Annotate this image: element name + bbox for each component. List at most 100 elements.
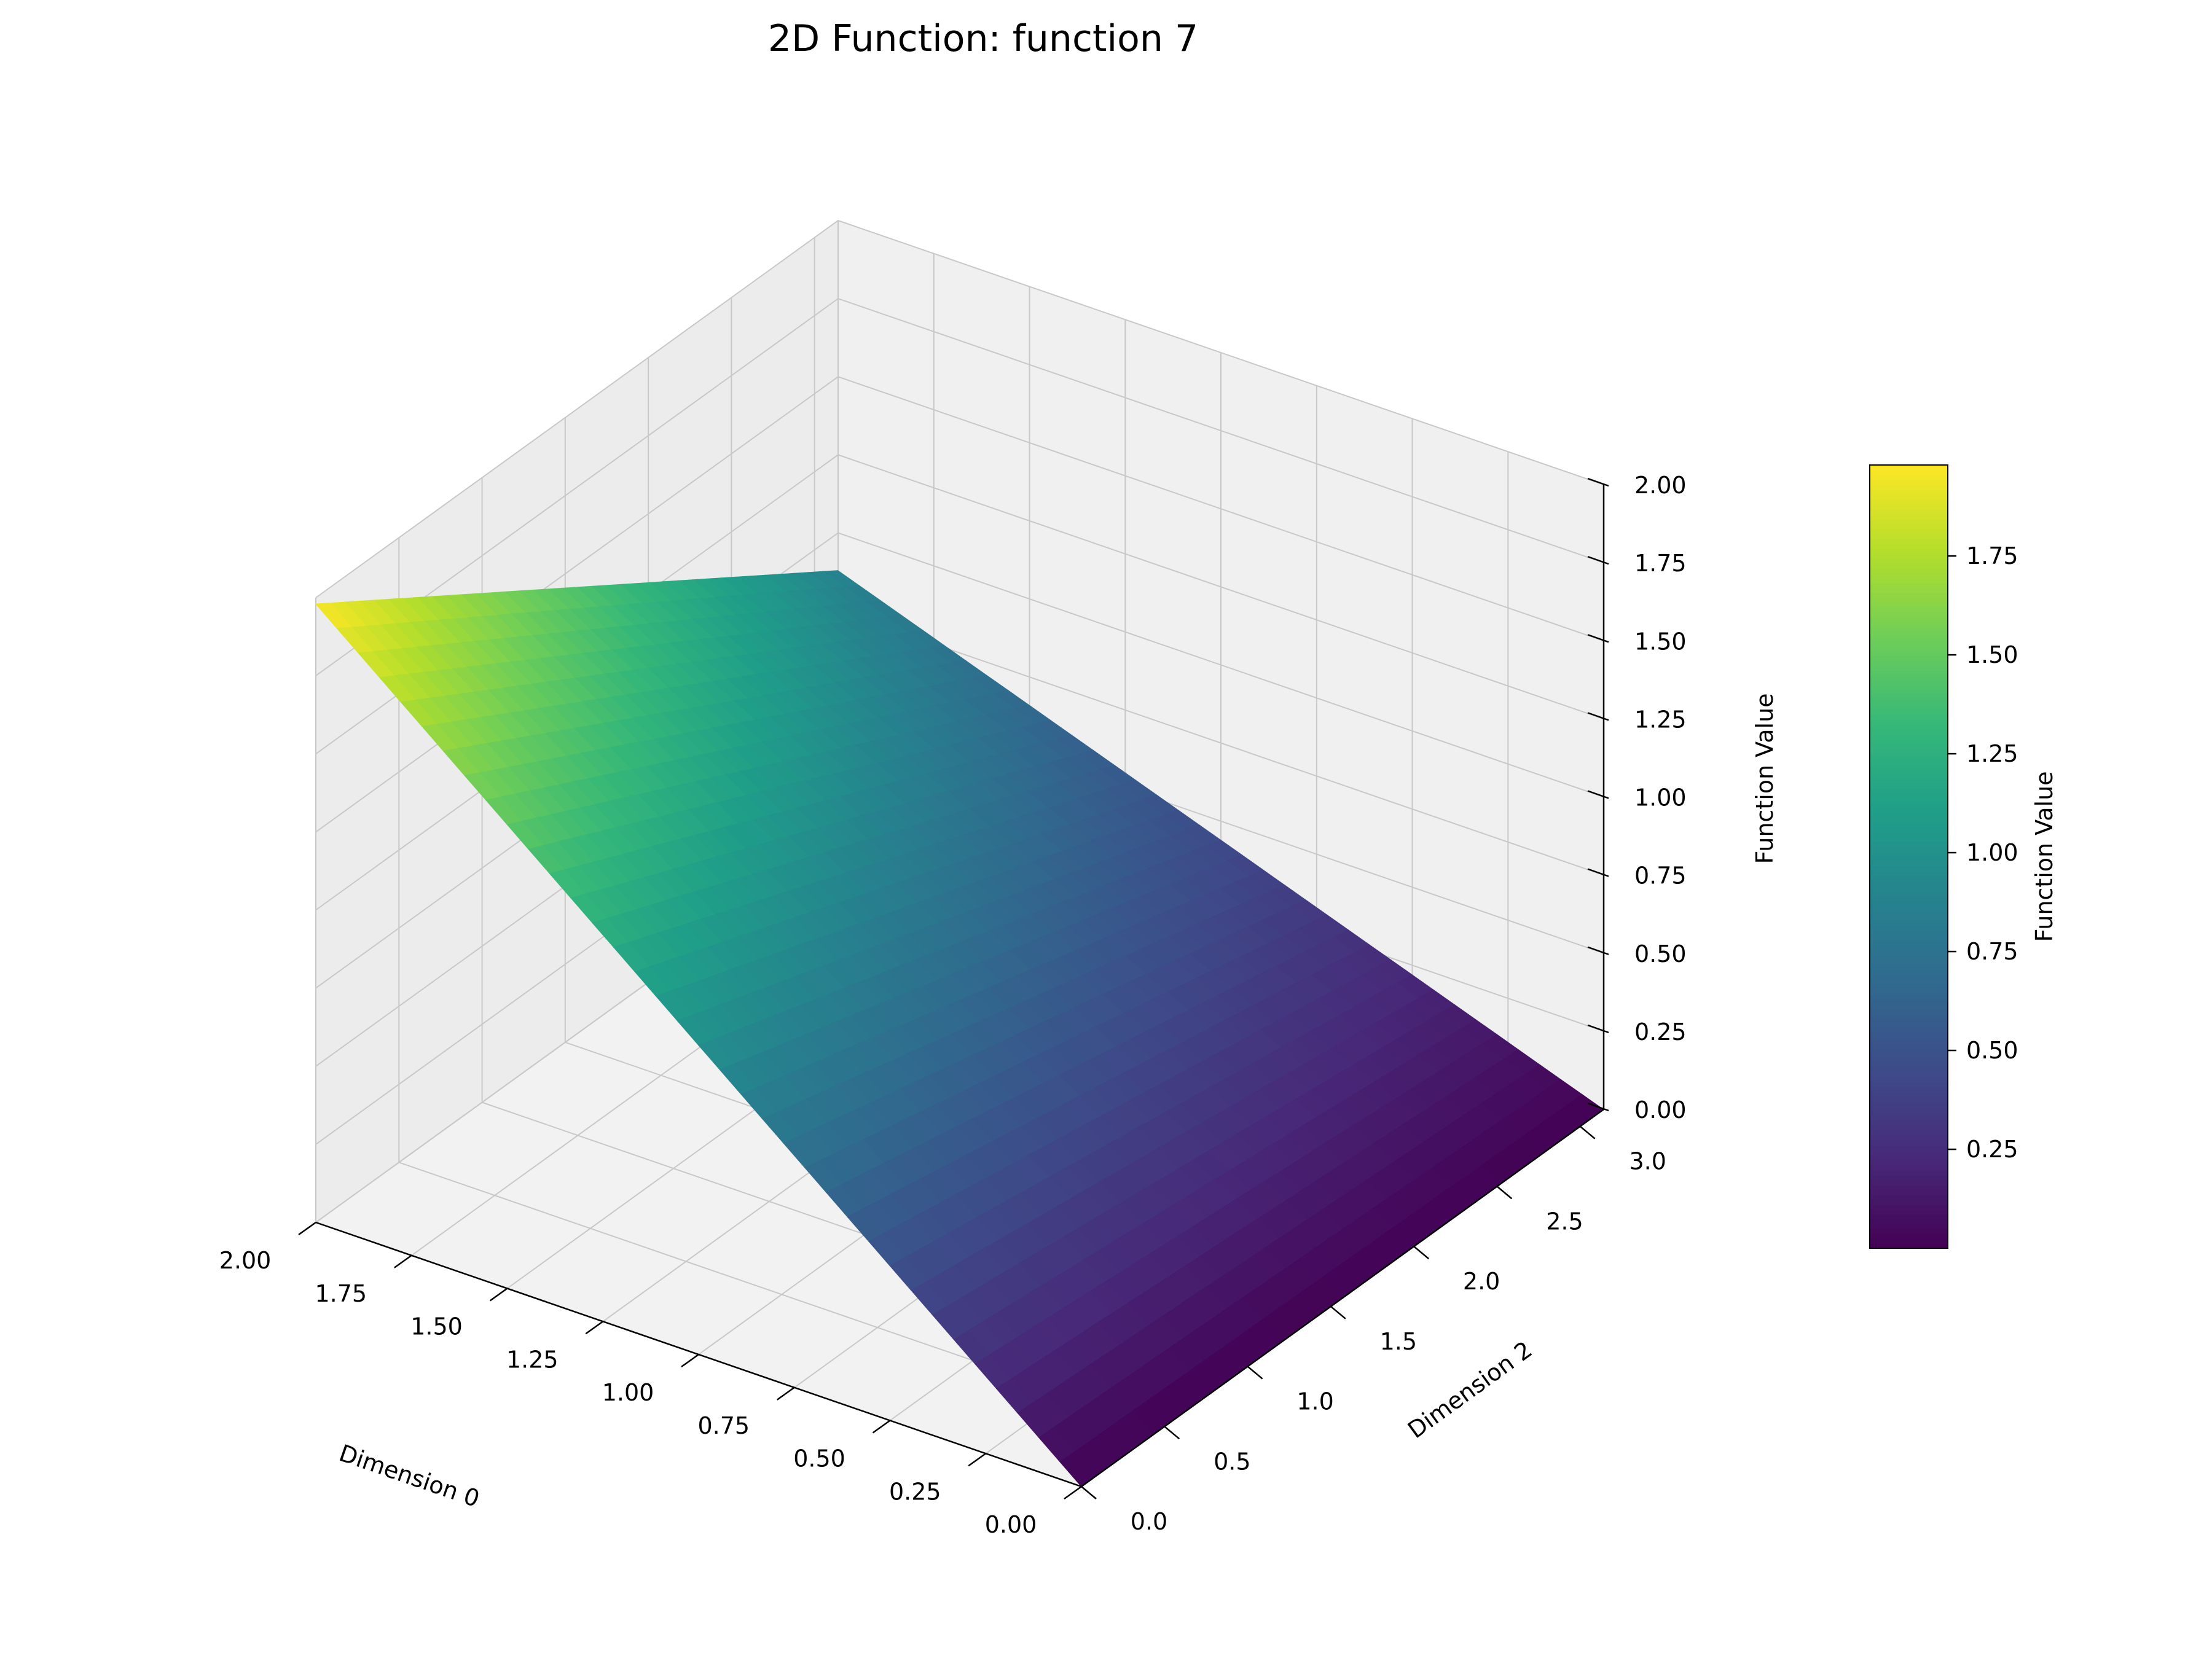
- y-axis-line: [1081, 1108, 1604, 1488]
- colorbar-segment: [1870, 920, 1948, 926]
- colorbar-segment: [1870, 856, 1948, 862]
- colorbar-segment: [1870, 1047, 1948, 1053]
- colorbar-segment: [1870, 1194, 1948, 1200]
- colorbar-segment: [1870, 1052, 1948, 1058]
- x-tick-label: 0.00: [985, 1511, 1037, 1538]
- x-tick-label: 1.25: [506, 1346, 559, 1373]
- colorbar-segment: [1870, 842, 1948, 848]
- colorbar-segment: [1870, 705, 1948, 711]
- surface-mesh: [315, 570, 1604, 1487]
- z-tick-label: 1.50: [1634, 628, 1687, 655]
- x-axis-label: Dimension 0: [335, 1439, 483, 1512]
- colorbar-segment: [1870, 1204, 1948, 1210]
- colorbar-segment: [1870, 759, 1948, 764]
- colorbar-segment: [1870, 930, 1948, 936]
- colorbar-segment: [1870, 1160, 1948, 1166]
- colorbar-label: Function Value: [2031, 771, 2058, 942]
- colorbar-segment: [1870, 1170, 1948, 1176]
- colorbar-segment: [1870, 518, 1948, 525]
- colorbar-segment: [1870, 783, 1948, 789]
- colorbar-segment: [1870, 939, 1948, 945]
- y-tick: [1413, 1246, 1429, 1260]
- z-tick-label: 0.75: [1634, 862, 1687, 889]
- colorbar-segment: [1870, 494, 1948, 500]
- colorbar-segment: [1870, 1111, 1948, 1117]
- colorbar-segment: [1870, 675, 1948, 681]
- colorbar-segment: [1870, 1140, 1948, 1146]
- colorbar-segment: [1870, 915, 1948, 921]
- colorbar-segment: [1870, 827, 1948, 833]
- colorbar-segment: [1870, 1243, 1948, 1249]
- colorbar-segment: [1870, 568, 1948, 574]
- colorbar-segment: [1870, 528, 1948, 534]
- colorbar-segment: [1870, 788, 1948, 794]
- colorbar-segment: [1870, 1101, 1948, 1107]
- colorbar-segment: [1870, 739, 1948, 745]
- colorbar-segment: [1870, 489, 1948, 495]
- colorbar-segment: [1870, 1125, 1948, 1131]
- y-axis-label: Dimension 2: [1403, 1336, 1537, 1444]
- colorbar-segment: [1870, 1096, 1948, 1102]
- colorbar-segment: [1870, 983, 1948, 990]
- z-tick-label: 0.25: [1634, 1018, 1687, 1045]
- colorbar-segment: [1870, 792, 1948, 799]
- z-tick: [1587, 477, 1609, 487]
- colorbar-segment: [1870, 901, 1948, 906]
- colorbar-segment: [1870, 607, 1948, 612]
- colorbar-segment: [1870, 700, 1948, 706]
- y-tick-label: 0.0: [1131, 1508, 1167, 1535]
- colorbar-segment: [1870, 851, 1948, 858]
- colorbar-segment: [1870, 665, 1948, 671]
- colorbar-segment: [1870, 1077, 1948, 1082]
- colorbar-tick-label: 1.25: [1966, 740, 2018, 767]
- colorbar-segment: [1870, 548, 1948, 554]
- colorbar-segment: [1870, 690, 1948, 696]
- colorbar-segment: [1870, 778, 1948, 784]
- colorbar-segment: [1870, 1224, 1948, 1229]
- x-tick-label: 2.00: [219, 1247, 272, 1274]
- x-tick-label: 1.50: [410, 1313, 463, 1340]
- colorbar-segment: [1870, 1155, 1948, 1161]
- y-tick: [1496, 1186, 1513, 1200]
- z-tick-label: 0.50: [1634, 940, 1687, 967]
- colorbar-segment: [1870, 563, 1948, 569]
- colorbar-segment: [1870, 871, 1948, 877]
- colorbar-segment: [1870, 1199, 1948, 1205]
- colorbar-segment: [1870, 744, 1948, 749]
- x-tick: [872, 1420, 891, 1434]
- colorbar-segment: [1870, 886, 1948, 892]
- colorbar-segment: [1870, 1116, 1948, 1122]
- colorbar-segment: [1870, 754, 1948, 759]
- colorbar-segment: [1870, 959, 1948, 965]
- colorbar-segment: [1870, 925, 1948, 931]
- colorbar-segment: [1870, 1179, 1948, 1186]
- colorbar-segment: [1870, 1145, 1948, 1151]
- colorbar-segment: [1870, 582, 1948, 588]
- x-tick: [298, 1221, 316, 1236]
- colorbar-segment: [1870, 523, 1948, 530]
- colorbar-segment: [1870, 896, 1948, 902]
- y-tick-label: 1.5: [1380, 1328, 1417, 1355]
- colorbar-segment: [1870, 1120, 1948, 1127]
- chart-title: 2D Function: function 7: [767, 17, 1199, 60]
- colorbar-segment: [1870, 1229, 1948, 1234]
- colorbar-segment: [1870, 1219, 1948, 1224]
- colorbar-segment: [1870, 910, 1948, 916]
- colorbar-segment: [1870, 680, 1948, 686]
- colorbar-segment: [1870, 964, 1948, 970]
- colorbar-segment: [1870, 1008, 1948, 1014]
- y-tick-label: 1.0: [1296, 1388, 1333, 1415]
- colorbar-segment: [1870, 866, 1948, 872]
- colorbar-segment: [1870, 891, 1948, 897]
- colorbar-segment: [1870, 1033, 1948, 1039]
- colorbar-segment: [1870, 695, 1948, 701]
- colorbar-segment: [1870, 641, 1948, 647]
- colorbar-segment: [1870, 1233, 1948, 1239]
- colorbar-segment: [1870, 617, 1948, 622]
- colorbar-segment: [1870, 1238, 1948, 1244]
- colorbar-segment: [1870, 646, 1948, 652]
- colorbar-segment: [1870, 734, 1948, 740]
- z-tick: [1587, 634, 1609, 643]
- z-tick-label: 0.00: [1634, 1096, 1687, 1124]
- colorbar-segment: [1870, 622, 1948, 627]
